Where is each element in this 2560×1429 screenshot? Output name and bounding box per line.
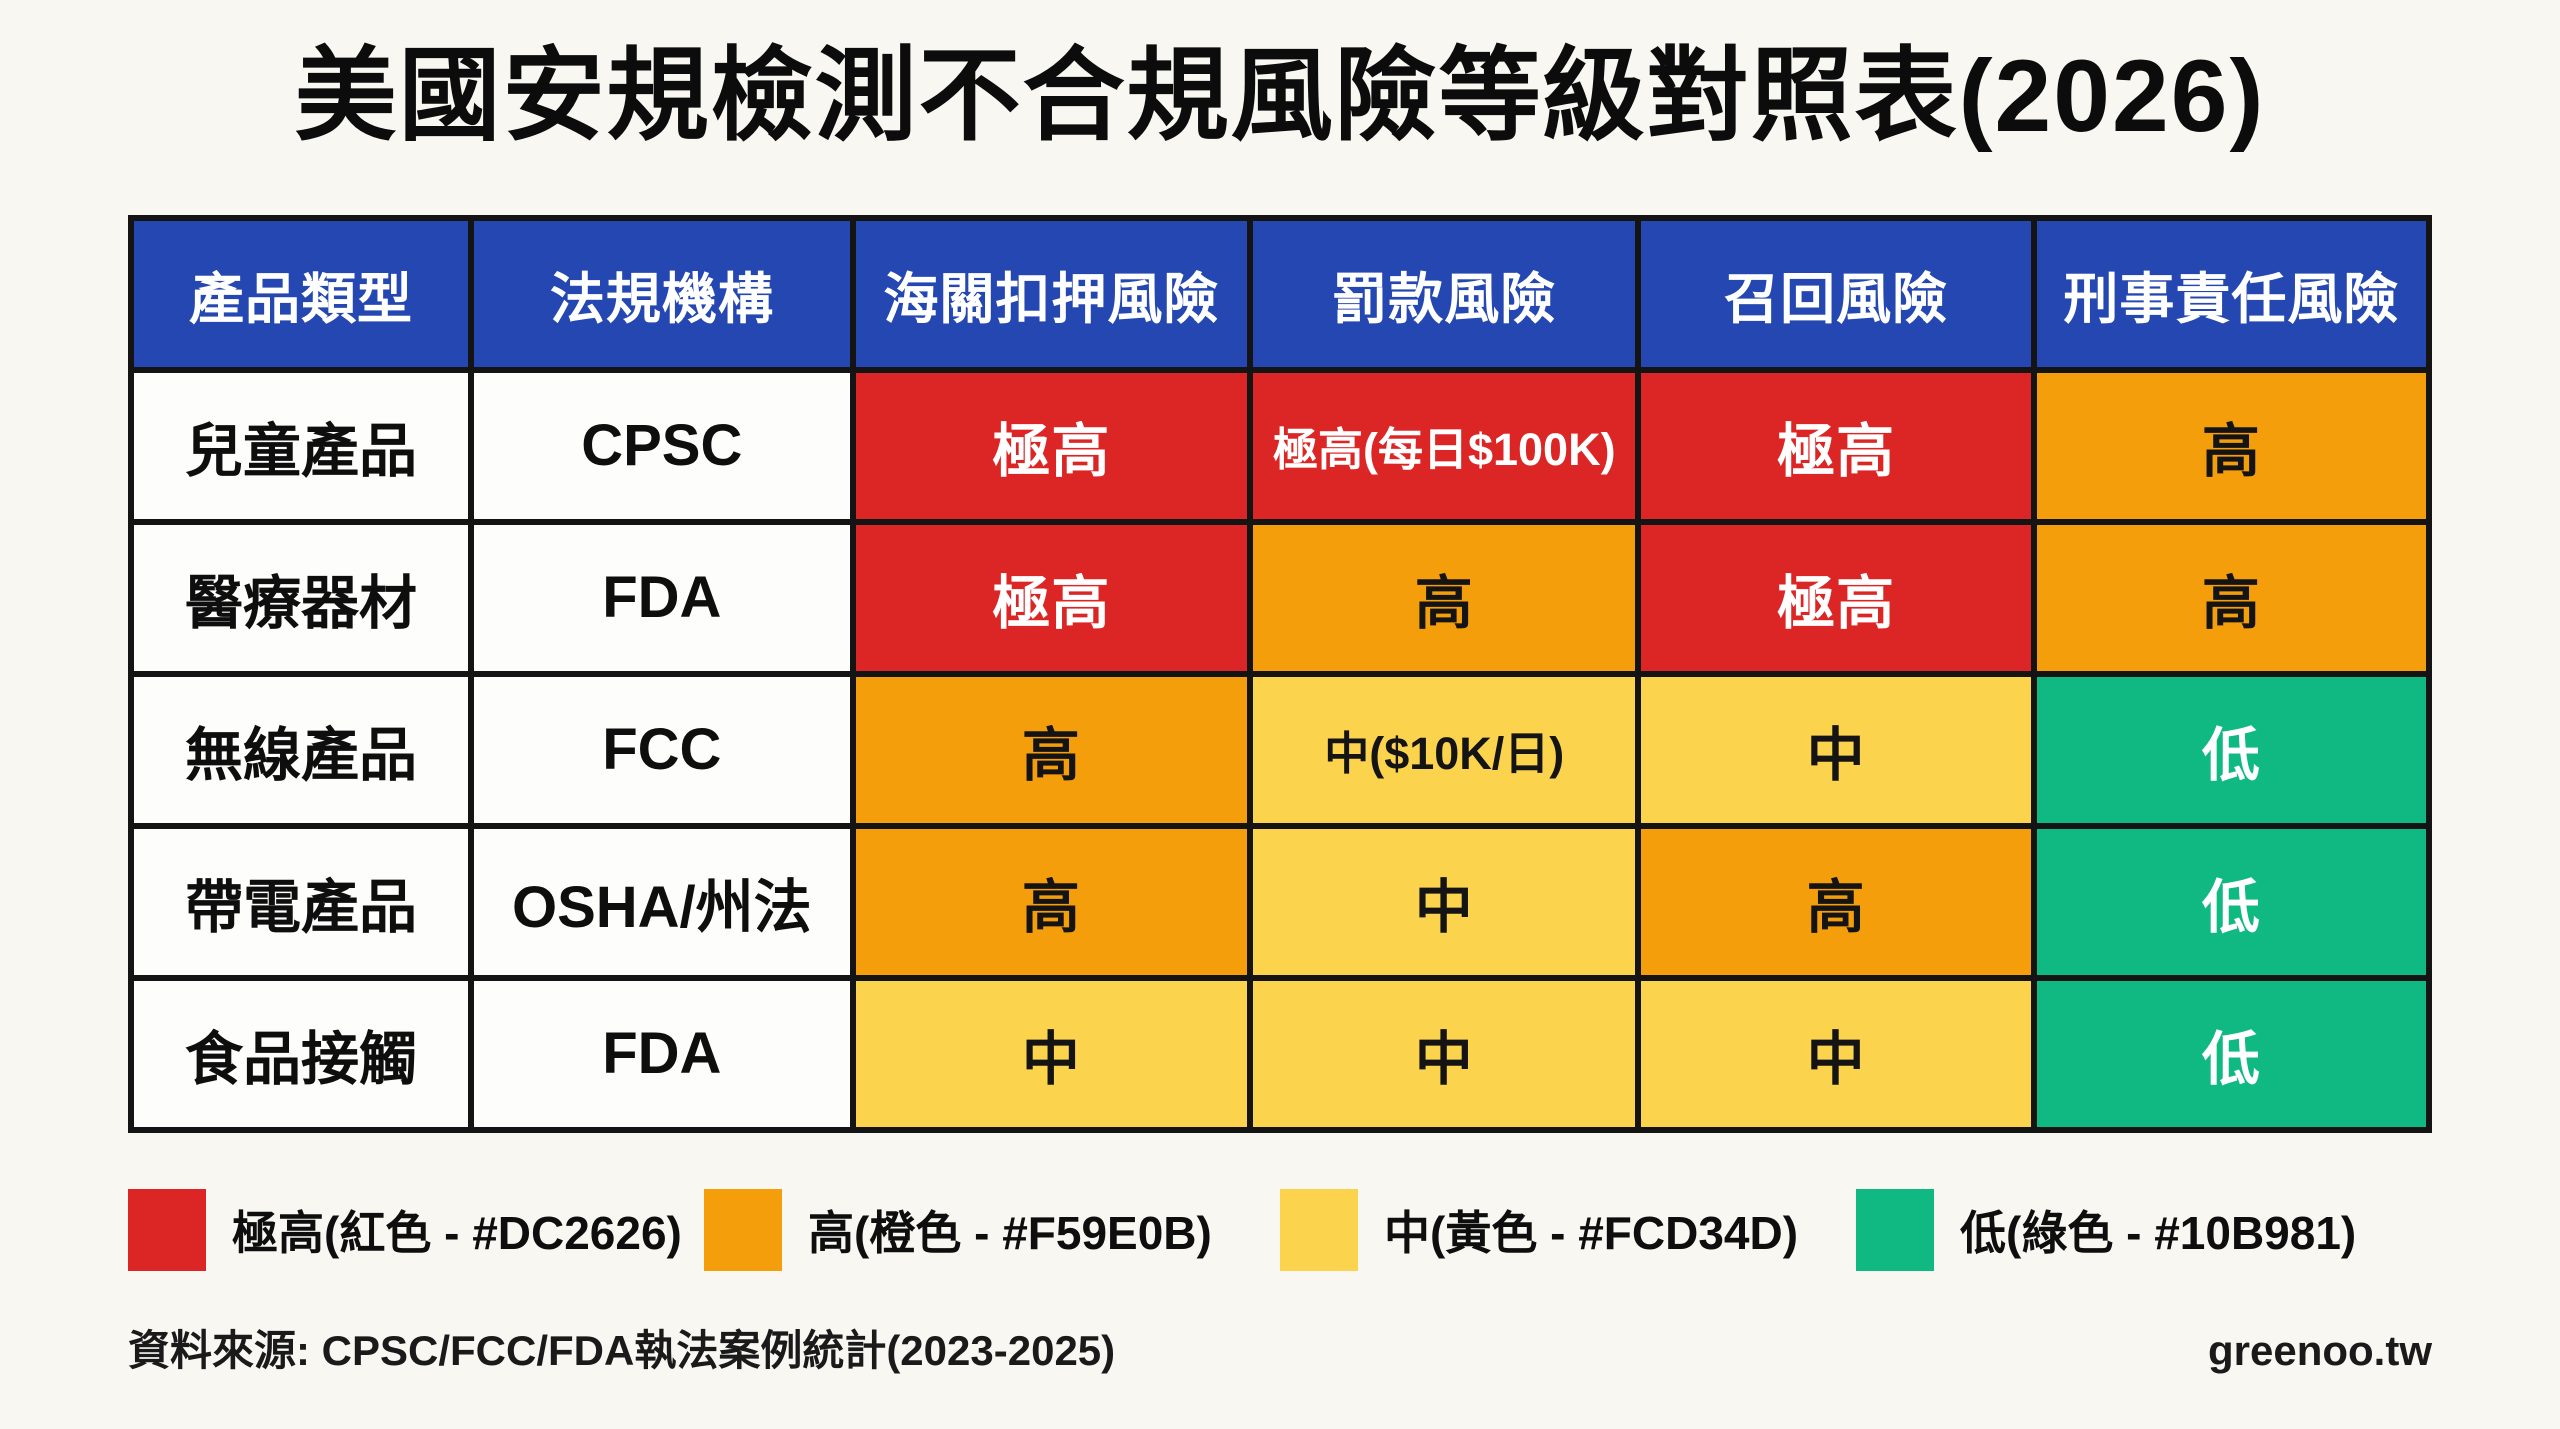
risk-cell-high: 高 <box>1635 822 2037 981</box>
risk-cell-medium: 中 <box>1635 670 2037 829</box>
product-cell: 食品接觸 <box>127 974 475 1133</box>
risk-cell-very-high: 極高 <box>849 518 1254 677</box>
legend-item-high: 高(橙色 - #F59E0B) <box>704 1188 1280 1271</box>
column-header-product-type: 產品類型 <box>127 214 475 373</box>
product-cell: 帶電產品 <box>127 822 475 981</box>
footer: 資料來源: CPSC/FCC/FDA執法案例統計(2023-2025) gree… <box>128 1317 2432 1378</box>
agency-cell: FCC <box>468 670 856 829</box>
column-header-agency: 法規機構 <box>468 214 856 373</box>
legend-label-high: 高(橙色 - #F59E0B) <box>808 1206 1212 1259</box>
risk-cell-medium: 中 <box>1247 822 1642 981</box>
risk-cell-high: 高 <box>2030 518 2433 677</box>
risk-cell-high: 高 <box>849 670 1254 829</box>
legend-label-medium: 中(黃色 - #FCD34D) <box>1384 1206 1799 1259</box>
agency-cell: OSHA/州法 <box>468 822 856 981</box>
agency-cell: FDA <box>468 518 856 677</box>
risk-cell-very-high: 極高(每日$100K) <box>1247 366 1642 525</box>
legend-item-medium: 中(黃色 - #FCD34D) <box>1280 1188 1856 1271</box>
table-row: 食品接觸 FDA 中中中低 <box>127 974 2433 1133</box>
table-body: 兒童產品 CPSC 極高 極高(每日$100K) 極高高醫療器材 FDA 極高高極高高無線產… <box>127 366 2433 1133</box>
brand: greenoo.tw <box>2207 1326 2432 1374</box>
agency-cell: FDA <box>468 974 856 1133</box>
infographic-page: 美國安規檢測不合規風險等級對照表(2026) 產品類型 法規機構 海關扣押風險 … <box>0 30 2560 1429</box>
column-header-criminal-liability-risk: 刑事責任風險 <box>2030 214 2433 373</box>
legend-item-very-high: 極高(紅色 - #DC2626) <box>128 1188 704 1271</box>
risk-table: 產品類型 法規機構 海關扣押風險 罰款風險 召回風險 刑事責任風險 兒童產品 CP… <box>127 214 2433 1133</box>
legend: 極高(紅色 - #DC2626) 高(橙色 - #F59E0B) 中(黃色 - #F… <box>128 1188 2432 1271</box>
table-row: 無線產品 FCC 高中($10K/日) 中低 <box>127 670 2433 829</box>
legend-swatch-very-high <box>128 1188 206 1271</box>
risk-cell-low: 低 <box>2030 822 2433 981</box>
product-cell: 醫療器材 <box>127 518 475 677</box>
risk-cell-high: 高 <box>2030 366 2433 525</box>
product-cell: 無線產品 <box>127 670 475 829</box>
risk-cell-low: 低 <box>2030 670 2433 829</box>
column-header-customs-seizure-risk: 海關扣押風險 <box>849 214 1254 373</box>
column-header-recall-risk: 召回風險 <box>1635 214 2037 373</box>
risk-cell-medium: 中 <box>1247 974 1642 1133</box>
risk-cell-high: 高 <box>849 822 1254 981</box>
legend-item-low: 低(綠色 - #10B981) <box>1856 1188 2432 1271</box>
risk-cell-very-high: 極高 <box>849 366 1254 525</box>
table-row: 醫療器材 FDA 極高高極高高 <box>127 518 2433 677</box>
risk-cell-medium: 中 <box>849 974 1254 1133</box>
column-header-fine-risk: 罰款風險 <box>1247 214 1642 373</box>
table-row: 帶電產品 OSHA/州法高中高低 <box>127 822 2433 981</box>
legend-label-very-high: 極高(紅色 - #DC2626) <box>232 1206 682 1259</box>
risk-cell-very-high: 極高 <box>1635 366 2037 525</box>
risk-cell-high: 高 <box>1247 518 1642 677</box>
legend-swatch-low <box>1856 1188 1934 1271</box>
product-cell: 兒童產品 <box>127 366 475 525</box>
table-row: 兒童產品 CPSC 極高 極高(每日$100K) 極高高 <box>127 366 2433 525</box>
risk-cell-very-high: 極高 <box>1635 518 2037 677</box>
legend-swatch-high <box>704 1188 782 1271</box>
table-header-row: 產品類型 法規機構 海關扣押風險 罰款風險 召回風險 刑事責任風險 <box>127 214 2433 373</box>
legend-label-low: 低(綠色 - #10B981) <box>1960 1206 2357 1259</box>
source-note: 資料來源: CPSC/FCC/FDA執法案例統計(2023-2025) <box>128 1326 1116 1374</box>
risk-cell-low: 低 <box>2030 974 2433 1133</box>
page-title: 美國安規檢測不合規風險等級對照表(2026) <box>294 39 2266 153</box>
risk-cell-medium: 中($10K/日) <box>1247 670 1642 829</box>
agency-cell: CPSC <box>468 366 856 525</box>
legend-swatch-medium <box>1280 1188 1358 1271</box>
risk-cell-medium: 中 <box>1635 974 2037 1133</box>
